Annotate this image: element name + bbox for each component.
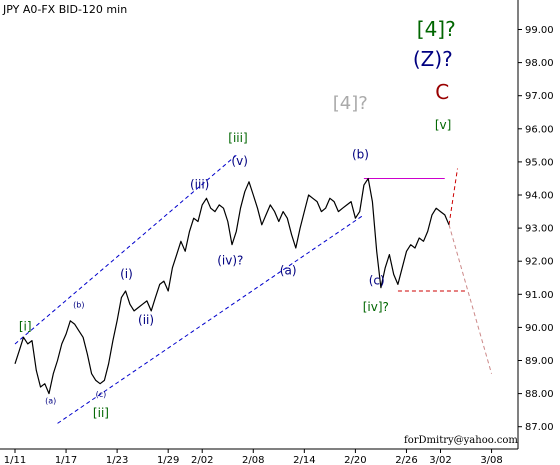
x-tick-label: 1/29 bbox=[157, 455, 179, 465]
wave-label: [v] bbox=[435, 118, 451, 132]
wave-label: (iii) bbox=[190, 177, 209, 191]
projection-line bbox=[448, 168, 459, 225]
y-tick-label: 89.00 bbox=[525, 356, 554, 367]
wave-label: [iv]? bbox=[363, 300, 389, 314]
wave-label: [4]? bbox=[333, 93, 368, 114]
x-tick-label: 2/08 bbox=[242, 455, 264, 465]
y-tick-label: 97.00 bbox=[525, 91, 554, 102]
wave-label: [ii] bbox=[93, 406, 109, 420]
x-tick-label: 2/02 bbox=[191, 455, 213, 465]
x-tick-label: 1/17 bbox=[55, 455, 77, 465]
y-tick-label: 90.00 bbox=[525, 323, 554, 334]
x-tick-label: 2/20 bbox=[344, 455, 366, 465]
x-tick-label: 1/11 bbox=[4, 455, 26, 465]
y-tick-label: 96.00 bbox=[525, 124, 554, 135]
wave-label: (c) bbox=[96, 390, 107, 399]
x-tick-label: 1/23 bbox=[106, 455, 128, 465]
wave-label: (i) bbox=[120, 267, 133, 281]
y-tick-label: 91.00 bbox=[525, 290, 554, 301]
projection-line bbox=[448, 224, 493, 374]
y-tick-label: 92.00 bbox=[525, 257, 554, 268]
wave-label: [i] bbox=[19, 320, 32, 334]
wave-label: (a) bbox=[45, 397, 56, 406]
wave-label: (b) bbox=[73, 301, 84, 310]
price-series-line bbox=[14, 177, 450, 395]
wave-label: (v) bbox=[231, 154, 247, 168]
wave-label: [4]? bbox=[417, 17, 456, 41]
y-tick-label: 99.00 bbox=[525, 25, 554, 36]
y-tick-label: 88.00 bbox=[525, 389, 554, 400]
wave-label: (Z)? bbox=[413, 47, 453, 71]
wave-label: (ii) bbox=[138, 313, 154, 327]
x-tick-label: 3/02 bbox=[429, 455, 451, 465]
wave-label: (b) bbox=[352, 148, 369, 162]
y-tick-label: 87.00 bbox=[525, 422, 554, 433]
x-tick-label: 3/08 bbox=[480, 455, 502, 465]
chart-title: JPY A0-FX BID-120 min bbox=[2, 3, 127, 16]
wave-label: (c) bbox=[369, 273, 385, 287]
x-tick-label: 2/26 bbox=[395, 455, 417, 465]
watermark: forDmitry@yahoo.com bbox=[404, 435, 518, 446]
x-tick-label: 2/14 bbox=[293, 455, 315, 465]
plot-area bbox=[14, 154, 493, 424]
wave-label: [iii] bbox=[228, 131, 247, 145]
y-tick-label: 98.00 bbox=[525, 58, 554, 69]
y-tick-label: 94.00 bbox=[525, 191, 554, 202]
annotations: [i] (a) (b) (c) [ii] (i) (ii) (iii) [iii] (v) (iv)… bbox=[19, 17, 456, 420]
channel-line bbox=[57, 214, 365, 424]
y-tick-label: 95.00 bbox=[525, 157, 554, 168]
wave-label: (a) bbox=[280, 263, 297, 277]
y-tick-label: 93.00 bbox=[525, 224, 554, 235]
wave-label: (iv)? bbox=[217, 254, 243, 268]
wave-label: C bbox=[435, 80, 449, 104]
